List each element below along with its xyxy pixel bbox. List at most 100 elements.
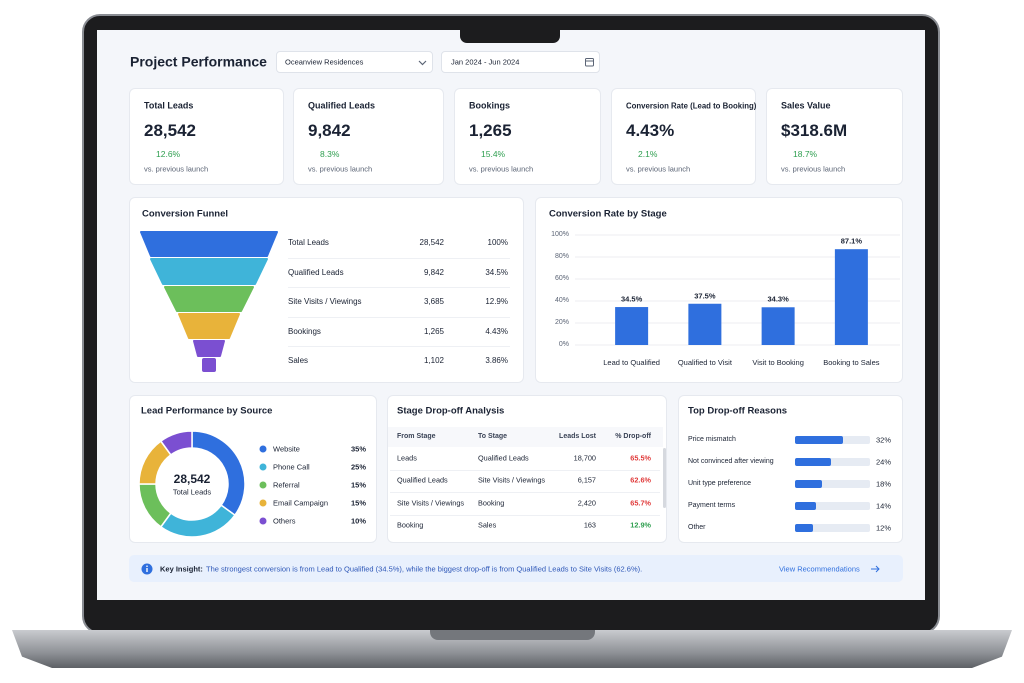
legend-label: Email Campaign [273,498,329,508]
bar [688,303,722,345]
bar [761,307,795,345]
legend-label: Phone Call [273,462,310,472]
kpi-card [766,88,903,185]
x-tick-label: Booking to Sales [823,358,880,367]
reason-label: Not convinced after viewing [688,457,774,465]
table-header: % Drop-off [615,432,651,440]
y-tick-label: 0% [558,340,569,348]
funnel-stage-count: 1,265 [423,326,444,336]
x-tick-label: Lead to Qualified [603,358,660,367]
funnel-stage-percent: 100% [487,238,508,248]
funnel-stage-percent: 34.5% [485,267,508,277]
kpi-label: Conversion Rate (Lead to Booking) [626,101,757,111]
reason-label: Price mismatch [688,435,736,443]
bar [795,480,822,488]
arrow-icon [871,565,880,573]
kpi-card [611,88,756,185]
section-title: Stage Drop-off Analysis [397,405,505,417]
table-cell: Qualified Leads [397,475,448,485]
chevron-icon [418,60,427,66]
row-divider [288,257,510,259]
table-cell: Booking [478,498,505,508]
legend-dot [259,499,267,507]
table-cell: 2,420 [577,498,596,508]
date-picker[interactable] [441,51,600,73]
kpi-label: Sales Value [781,100,831,111]
legend-value: 10% [350,516,366,526]
y-tick-label: 40% [554,296,569,304]
bar-value-label: 34.5% [620,294,643,304]
table-cell: Booking [397,520,424,530]
kpi-card [454,88,601,185]
kpi-note: vs. previous launch [144,164,209,174]
dropoff-card [387,395,667,543]
table-header: From Stage [397,432,436,440]
funnel-stage-name: Qualified Leads [288,267,344,277]
kpi-label: Qualified Leads [308,100,376,111]
x-tick-label: Visit to Booking [752,358,804,367]
project-select[interactable] [276,51,433,73]
legend-value: 35% [350,444,366,454]
row-divider [288,287,510,288]
funnel-stage-name: Total Leads [288,238,329,248]
bar-value-label: 34.3% [767,294,789,304]
row-divider [390,492,660,494]
reason-value: 32% [875,435,891,445]
table-cell: 6,157 [577,475,596,485]
table-header: To Stage [478,432,508,440]
bar [795,458,831,466]
reason-value: 24% [875,457,891,467]
funnel-stage-count: 1,102 [423,356,444,366]
kpi-label: Total Leads [144,100,194,111]
legend-value: 15% [350,498,366,508]
row-divider [288,346,510,347]
laptop-groove [430,630,595,640]
kpi-change: 12.6% [156,148,181,159]
legend-dot [259,445,267,453]
funnel-tail [202,358,216,372]
donut-segment [159,430,193,456]
insight-bar [129,555,903,582]
table-cell: Leads [397,453,417,463]
kpi-note: vs. previous launch [781,164,846,174]
reason-label: Payment terms [688,501,736,509]
table-cell: 163 [583,520,596,530]
kpi-note: vs. previous launch [626,164,691,174]
reason-label: Other [688,523,706,531]
table-cell: 65.7% [630,498,651,508]
y-tick-label: 20% [554,318,569,326]
legend-dot [259,481,267,489]
table-cell: Qualified Leads [478,453,529,463]
funnel-stage-count: 9,842 [423,267,444,277]
reason-value: 14% [875,501,891,511]
y-tick-label: 60% [554,274,569,282]
legend-label: Website [273,444,300,454]
funnel-segment [193,340,225,357]
kpi-value: 28,542 [144,120,196,140]
project-select-text: Oceanview Residences [285,57,364,67]
row-divider [288,316,510,318]
table-cell: Site Visits / Viewings [397,498,465,508]
view-recommendations-link[interactable]: View Recommendations [779,564,860,574]
donut-center-value: 28,542 [173,471,211,486]
funnel-segment [150,258,268,285]
legend-dot [259,463,267,471]
y-tick-label: 100% [551,230,569,238]
bar [795,502,816,510]
funnel-stage-percent: 12.9% [485,297,508,307]
reason-value: 12% [875,523,891,533]
reason-value: 18% [875,479,891,489]
donut-center-label: Total Leads [172,487,212,497]
calendar-icon [585,58,594,67]
table-cell: Site Visits / Viewings [478,475,546,485]
camera-notch [460,30,560,43]
reasons-card [678,395,903,543]
kpi-change: 15.4% [481,148,506,159]
bar [834,249,868,345]
section-title: Top Drop-off Reasons [688,405,788,417]
table-header-bg [388,427,663,447]
